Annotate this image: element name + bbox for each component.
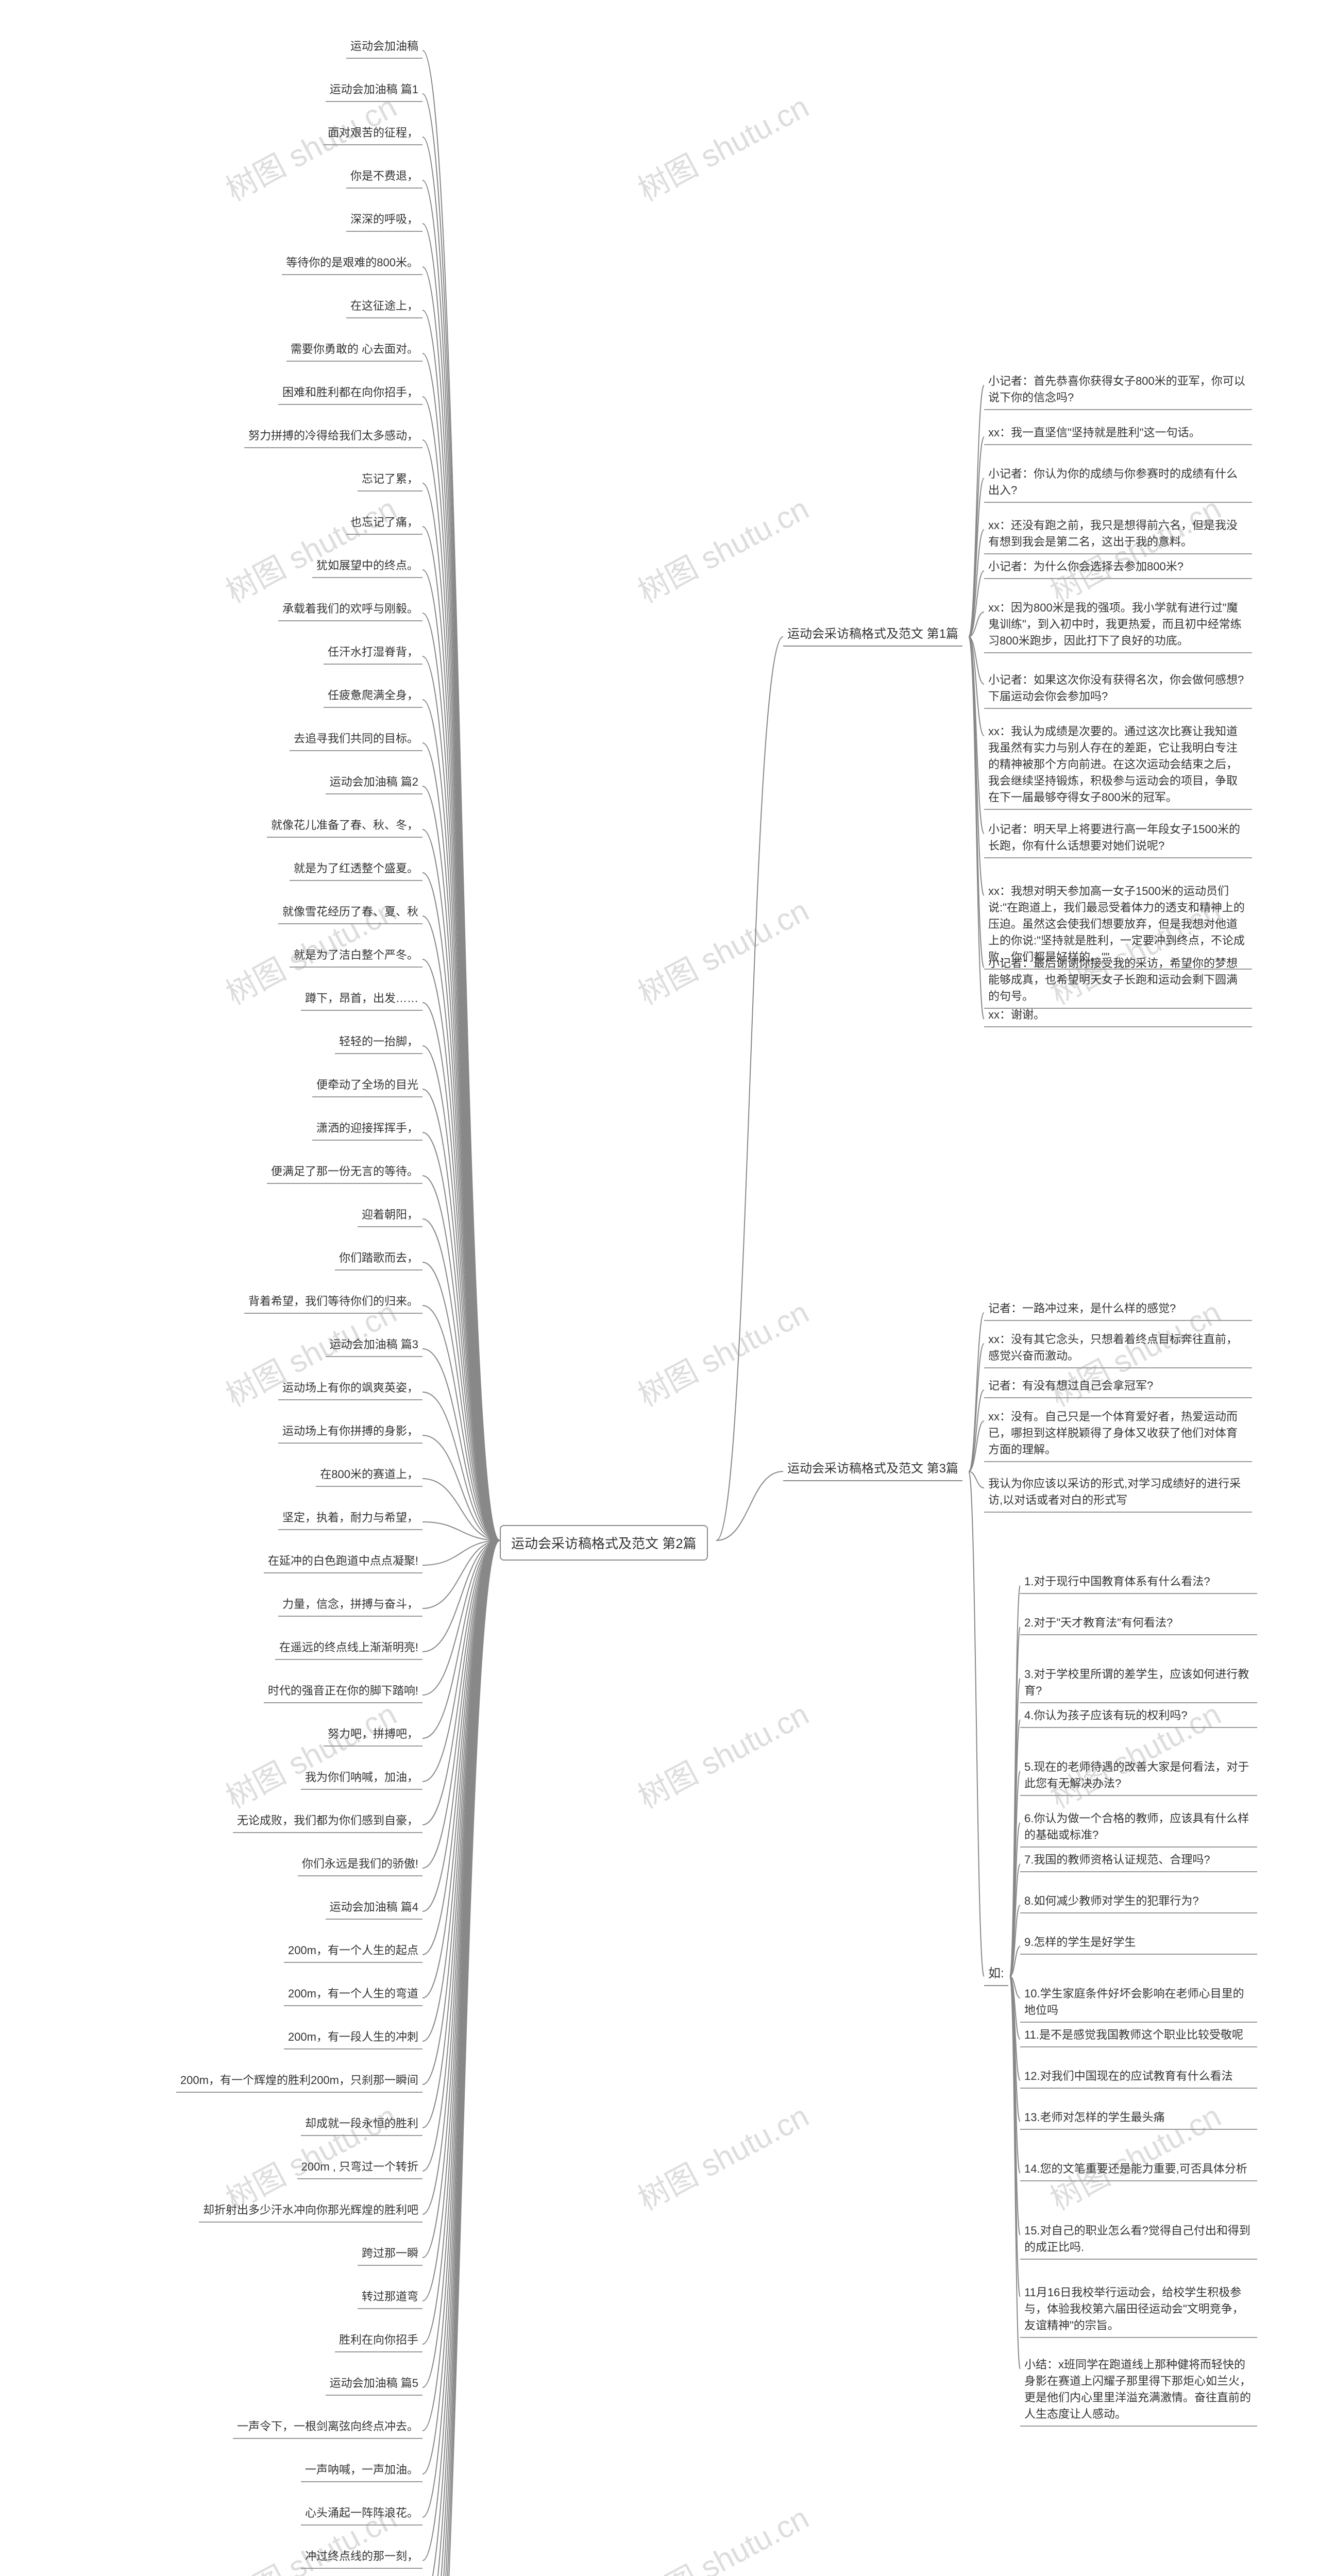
article1-leaf[interactable]: 小记者：为什么你会选择去参加800米? xyxy=(984,552,1252,579)
left-leaf[interactable]: 力量，信念，拼搏与奋斗， xyxy=(278,1590,422,1617)
article3-top-leaf[interactable]: xx：没有其它念头，只想着着终点目标奔往直前，感觉兴奋而激动。 xyxy=(984,1325,1252,1368)
left-leaf[interactable]: 时代的强音正在你的脚下踏响! xyxy=(264,1676,422,1703)
article3-top-leaf[interactable]: 记者：一路冲过来，是什么样的感觉? xyxy=(984,1294,1252,1321)
article3-q-leaf[interactable]: 10.学生家庭条件好坏会影响在老师心目里的地位吗 xyxy=(1020,1979,1257,2023)
left-leaf[interactable]: 面对艰苦的征程， xyxy=(324,118,422,145)
article3-q-leaf[interactable]: 1.对于现行中国教育体系有什么看法? xyxy=(1020,1567,1257,1594)
article3-q-leaf[interactable]: 5.现在的老师待遇的改善大家是何看法，对于此您有无解决办法? xyxy=(1020,1753,1257,1796)
left-leaf[interactable]: 就是为了洁白整个严冬。 xyxy=(290,941,422,968)
left-leaf[interactable]: 迎着朝阳， xyxy=(358,1200,422,1227)
left-leaf[interactable]: 你是不费退， xyxy=(346,162,422,189)
article1-leaf[interactable]: 小记者：如果这次你没有获得名次，你会做何感想?下届运动会你会参加吗? xyxy=(984,666,1252,709)
left-leaf[interactable]: 去追寻我们共同的目标。 xyxy=(290,724,422,751)
left-leaf[interactable]: 承载着我们的欢呼与刚毅。 xyxy=(278,595,422,621)
left-leaf[interactable]: 我为你们呐喊，加油， xyxy=(301,1763,422,1790)
article3-q-leaf[interactable]: 12.对我们中国现在的应试教育有什么看法 xyxy=(1020,2062,1257,2089)
left-leaf[interactable]: 冲过终点线的那一刻， xyxy=(301,2542,422,2569)
branch-article3[interactable]: 运动会采访稿格式及范文 第3篇 xyxy=(783,1453,962,1481)
left-leaf[interactable]: 任疲惫爬满全身， xyxy=(324,681,422,708)
article1-leaf[interactable]: 小记者：最后谢谢你接受我的采访，希望你的梦想能够成真，也希望明天女子长跑和运动会… xyxy=(984,949,1252,1009)
left-leaf[interactable]: 努力吧，拼搏吧， xyxy=(324,1720,422,1747)
article3-q-leaf[interactable]: 11.是不是感觉我国教师这个职业比较受敬呢 xyxy=(1020,2021,1257,2047)
article3-q-leaf[interactable]: 6.你认为做一个合格的教师，应该具有什么样的基础或标准? xyxy=(1020,1804,1257,1848)
article1-leaf[interactable]: 小记者：你认为你的成绩与你参赛时的成绩有什么出入? xyxy=(984,460,1252,503)
left-leaf[interactable]: 就是为了红透整个盛夏。 xyxy=(290,854,422,881)
left-leaf[interactable]: 运动会加油稿 篇4 xyxy=(326,1893,422,1920)
article3-q-leaf[interactable]: 9.怎样的学生是好学生 xyxy=(1020,1928,1257,1955)
left-leaf[interactable]: 犹如展望中的终点。 xyxy=(312,551,422,578)
article1-leaf[interactable]: xx：因为800米是我的强项。我小学就有进行过"魔鬼训练"，到入初中时，我更热爱… xyxy=(984,594,1252,653)
left-leaf[interactable]: 运动场上有你拼搏的身影， xyxy=(278,1417,422,1444)
article3-q-leaf[interactable]: 8.如何减少教师对学生的犯罪行为? xyxy=(1020,1887,1257,1913)
left-leaf[interactable]: 你们踏歌而去， xyxy=(335,1244,422,1270)
article1-leaf[interactable]: 小记者：首先恭喜你获得女子800米的亚军，你可以说下你的信念吗? xyxy=(984,367,1252,410)
left-leaf[interactable]: 努力拼搏的冷得给我们太多感动， xyxy=(244,421,422,448)
left-leaf[interactable]: 运动会加油稿 篇3 xyxy=(326,1330,422,1357)
left-leaf[interactable]: 200m，有一个辉煌的胜利200m，只刹那一瞬间 xyxy=(176,2066,422,2093)
article3-q-leaf[interactable]: 4.你认为孩子应该有玩的权利吗? xyxy=(1020,1701,1257,1728)
article3-q-leaf[interactable]: 小结：x班同学在跑道线上那种健将而轻快的身影在赛道上闪耀子那里得下那炬心如兰火，… xyxy=(1020,2350,1257,2427)
left-leaf[interactable]: 潇洒的迎接挥挥手， xyxy=(312,1114,422,1141)
left-leaf[interactable]: 运动会加油稿 xyxy=(346,32,422,59)
left-leaf[interactable]: 轻轻的一抬脚， xyxy=(335,1027,422,1054)
left-leaf[interactable]: 运动会加油稿 篇2 xyxy=(326,768,422,794)
left-leaf[interactable]: 跨过那一瞬 xyxy=(358,2239,422,2266)
article3-top-leaf[interactable]: 我认为你应该以采访的形式,对学习成绩好的进行采访,以对话或者对白的形式写 xyxy=(984,1469,1252,1513)
article1-leaf[interactable]: xx：我一直坚信"坚持就是胜利"这一句话。 xyxy=(984,418,1252,445)
left-leaf[interactable]: 在这征途上， xyxy=(346,292,422,318)
left-leaf[interactable]: 也忘记了痛， xyxy=(346,508,422,535)
left-leaf[interactable]: 心头涌起一阵阵浪花。 xyxy=(301,2499,422,2526)
left-leaf[interactable]: 蹲下，昂首，出发…… xyxy=(301,984,422,1011)
left-leaf[interactable]: 在800米的赛道上， xyxy=(316,1460,422,1487)
left-leaf[interactable]: 就像雪花经历了春、夏、秋 xyxy=(278,897,422,924)
left-leaf[interactable]: 运动场上有你的飒爽英姿， xyxy=(278,1374,422,1400)
mindmap-canvas: 树图 shutu.cn树图 shutu.cn树图 shutu.cn树图 shut… xyxy=(0,0,1319,2576)
article3-q-leaf[interactable]: 14.您的文笔重要还是能力重要,可否具体分析 xyxy=(1020,2155,1257,2181)
left-leaf[interactable]: 便满足了那一份无言的等待。 xyxy=(267,1157,422,1184)
left-leaf[interactable]: 200m , 只弯过一个转折 xyxy=(297,2153,422,2179)
left-leaf[interactable]: 忘记了累， xyxy=(358,465,422,492)
article1-leaf[interactable]: xx：我认为成绩是次要的。通过这次比赛让我知道我虽然有实力与别人存在的差距，它让… xyxy=(984,717,1252,810)
left-leaf[interactable]: 便牵动了全场的目光 xyxy=(312,1071,422,1097)
article3-top-leaf[interactable]: 记者：有没有想过自己会拿冠军? xyxy=(984,1371,1252,1398)
left-leaf[interactable]: 一声呐喊，一声加油。 xyxy=(301,2455,422,2482)
left-leaf[interactable]: 在遥远的终点线上渐渐明亮! xyxy=(275,1633,422,1660)
left-leaf[interactable]: 困难和胜利都在向你招手， xyxy=(278,378,422,405)
left-leaf[interactable]: 任汗水打湿脊背， xyxy=(324,638,422,665)
left-leaf[interactable]: 运动会加油稿 篇1 xyxy=(326,75,422,102)
left-leaf[interactable]: 200m，有一个人生的起点 xyxy=(284,1936,422,1963)
article3-q-leaf[interactable]: 11月16日我校举行运动会，给校学生积极参与，体验我校第六届田径运动会"文明竞争… xyxy=(1020,2278,1257,2338)
left-leaf[interactable]: 你们永远是我们的骄傲! xyxy=(298,1850,422,1876)
left-leaf[interactable]: 坚定，执着，耐力与希望， xyxy=(278,1503,422,1530)
article3-q-leaf[interactable]: 3.对于学校里所谓的差学生，应该如何进行教育? xyxy=(1020,1660,1257,1703)
left-leaf[interactable]: 200m，有一个人生的弯道 xyxy=(284,1979,422,2006)
branch-article1[interactable]: 运动会采访稿格式及范文 第1篇 xyxy=(783,618,962,647)
left-leaf[interactable]: 深深的呼吸， xyxy=(346,205,422,232)
left-leaf[interactable]: 就像花儿准备了春、秋、冬， xyxy=(267,811,422,838)
left-leaf[interactable]: 却折射出多少汗水冲向你那光辉煌的胜利吧 xyxy=(199,2196,422,2223)
article3-q-leaf[interactable]: 2.对于"天才教育法"有何看法? xyxy=(1020,1608,1257,1635)
left-leaf[interactable]: 200m，有一段人生的冲刺 xyxy=(284,2023,422,2049)
article3-q-leaf[interactable]: 15.对自己的职业怎么看?觉得自己付出和得到的成正比吗. xyxy=(1020,2216,1257,2260)
left-leaf[interactable]: 在延冲的白色跑道中点点凝聚! xyxy=(264,1547,422,1573)
left-leaf[interactable]: 背着希望，我们等待你们的归来。 xyxy=(244,1287,422,1314)
left-leaf[interactable]: 却成就一段永恒的胜利 xyxy=(301,2109,422,2136)
left-leaf[interactable]: 运动会加油稿 篇5 xyxy=(326,2369,422,2396)
left-leaf[interactable]: 转过那道弯 xyxy=(358,2282,422,2309)
article3-q-leaf[interactable]: 13.老师对怎样的学生最头痛 xyxy=(1020,2103,1257,2130)
article3-q-label[interactable]: 如: xyxy=(984,1958,1008,1986)
left-leaf[interactable]: 等待你的是艰难的800米。 xyxy=(282,248,422,275)
left-leaf[interactable]: 无论成败，我们都为你们感到自豪， xyxy=(233,1806,422,1833)
article1-leaf[interactable]: 小记者：明天早上将要进行高一年段女子1500米的长跑，你有什么话想要对她们说呢? xyxy=(984,815,1252,858)
article3-q-leaf[interactable]: 7.我国的教师资格认证规范、合理吗? xyxy=(1020,1845,1257,1872)
article1-leaf[interactable]: xx：还没有跑之前，我只是想得前六名，但是我没有想到我会是第二名，这出于我的意料… xyxy=(984,511,1252,554)
article3-top-leaf[interactable]: xx：没有。自己只是一个体育爱好者，热爱运动而已，哪担到这样脱颖得了身体又收获了… xyxy=(984,1402,1252,1462)
root-node[interactable]: 运动会采访稿格式及范文 第2篇 xyxy=(500,1525,708,1561)
left-leaf[interactable]: 需要你勇敢的 心去面对。 xyxy=(286,335,422,362)
article1-leaf[interactable]: xx：谢谢。 xyxy=(984,1001,1252,1027)
left-leaf[interactable]: 胜利在向你招手 xyxy=(335,2326,422,2352)
left-leaf[interactable]: 一声令下，一根剑离弦向终点冲去。 xyxy=(233,2412,422,2439)
